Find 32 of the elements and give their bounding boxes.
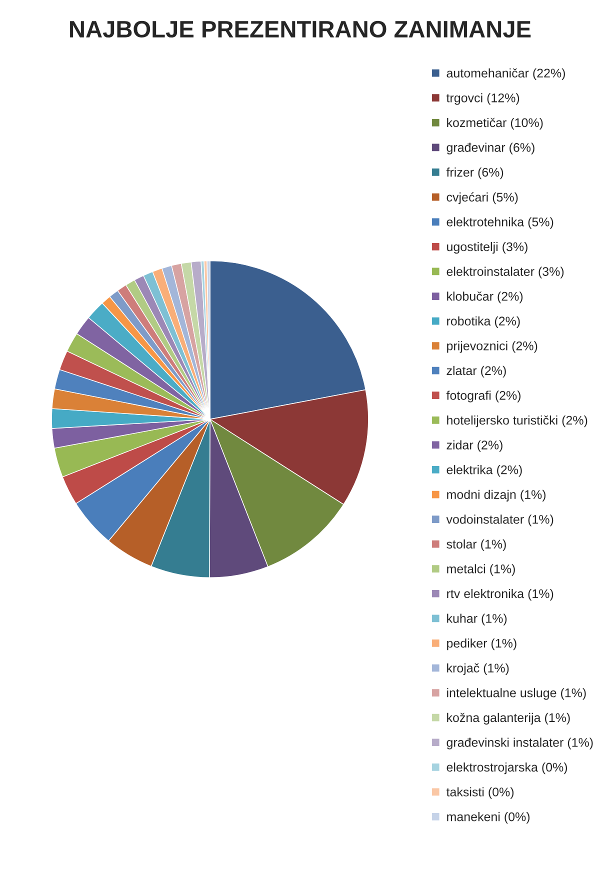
legend-label: metalci (1%) xyxy=(447,564,515,576)
legend-label: kožna galanterija (1%) xyxy=(447,712,570,725)
legend-label: robotika (2%) xyxy=(447,316,520,328)
legend-label: cvjećari (5%) xyxy=(446,192,518,204)
legend-label: krojač (1%) xyxy=(447,663,509,675)
legend-label: zidar (2%) xyxy=(446,440,502,452)
legend-label: manekeni (0%) xyxy=(447,812,530,824)
legend-label: modni dizajn (1%) xyxy=(447,490,546,502)
legend-label: ugostitelji (3%) xyxy=(447,242,528,254)
legend-label: automehaničar (22%) xyxy=(446,68,565,80)
legend-label: hotelijersko turistički (2%) xyxy=(447,415,588,428)
legend-label: stolar (1%) xyxy=(446,539,506,552)
legend-label: frizer (6%) xyxy=(446,168,504,180)
legend-label: trgovci (12%) xyxy=(446,93,520,105)
chart-title: NAJBOLJE PREZENTIRANO ZANIMANJE xyxy=(70,20,531,38)
legend-label: kozmetičar (10%) xyxy=(447,118,543,130)
legend-label: rtv elektronika (1%) xyxy=(447,588,554,601)
legend-label: elektrika (2%) xyxy=(446,465,522,477)
legend-label: zlatar (2%) xyxy=(446,366,506,378)
legend-label: intelektualne usluge (1%) xyxy=(447,688,586,700)
legend-label: klobučar (2%) xyxy=(447,292,523,304)
legend-label: fotografi (2%) xyxy=(446,390,521,402)
legend-label: elektroinstalater (3%) xyxy=(446,266,564,278)
legend-label: prijevoznici (2%) xyxy=(447,341,538,353)
legend-label: vodoinstalater (1%) xyxy=(446,514,554,526)
legend-label: elektrostrojarska (0%) xyxy=(446,762,568,774)
legend-label: kuhar (1%) xyxy=(447,614,507,626)
legend-label: taksisti (0%) xyxy=(446,787,514,799)
legend-label: građevinar (6%) xyxy=(446,142,534,154)
legend-label: pediker (1%) xyxy=(447,638,516,650)
legend-label: građevinski instalater (1%) xyxy=(446,738,593,750)
legend-label: elektrotehnika (5%) xyxy=(446,217,554,229)
